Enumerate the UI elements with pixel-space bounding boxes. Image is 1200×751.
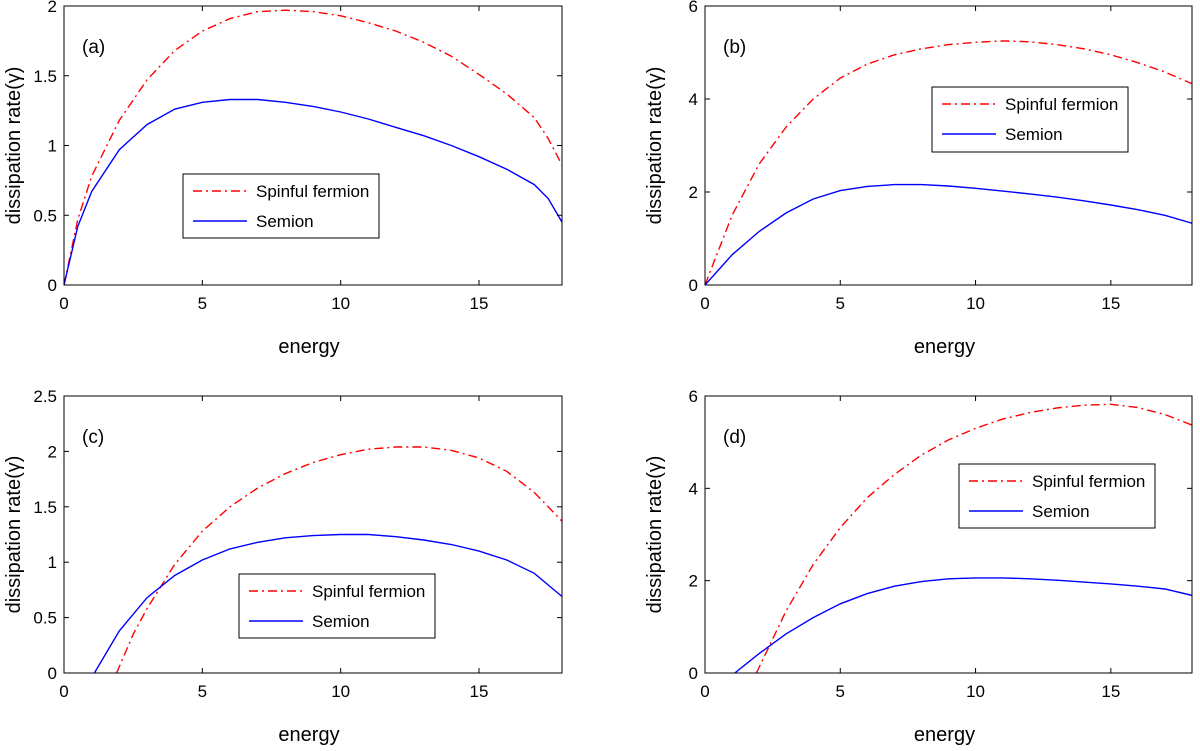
x-tick-label: 5 [198, 294, 207, 313]
legend-label-spinful-fermion: Spinful fermion [1032, 472, 1145, 491]
y-tick-label: 0 [689, 276, 698, 295]
y-tick-label: 2 [689, 183, 698, 202]
y-tick-label: 6 [689, 387, 698, 406]
y-tick-label: 1.5 [33, 498, 57, 517]
x-axis-label: energy [914, 336, 975, 358]
x-axis-label: energy [278, 724, 339, 746]
x-tick-label: 10 [966, 682, 985, 701]
legend-label-semion: Semion [1005, 125, 1063, 144]
x-tick-label: 0 [700, 294, 709, 313]
y-tick-label: 2 [689, 572, 698, 591]
legend-label-spinful-fermion: Spinful fermion [1005, 95, 1118, 114]
legend-label-semion: Semion [256, 212, 314, 231]
legend-box [238, 573, 436, 639]
series-line-semion [64, 98, 562, 285]
chart-panel-b: 0 5 10 15 0 2 4 6 energy dissipation rate(γ) (b) Sp… [644, 0, 1193, 358]
legend-label-semion: Semion [1032, 502, 1090, 521]
legend-box [182, 173, 380, 239]
y-tick-label: 1 [48, 137, 57, 156]
chart-panel-c: 0 5 10 15 0 0.5 1 1.5 2 2.5 energy dissipation rate… [3, 387, 563, 746]
y-tick-label: 2.5 [33, 387, 57, 406]
legend: Spinful fermion Semion [238, 573, 436, 639]
y-tick-label: 0.5 [33, 609, 57, 628]
series-line-semion [705, 183, 1192, 285]
x-tick-label: 10 [331, 294, 350, 313]
x-tick-label: 0 [700, 682, 709, 701]
y-tick-label: 2 [48, 0, 57, 16]
series-line-spinful-fermion [115, 446, 562, 673]
x-tick-label: 5 [198, 682, 207, 701]
legend-label-spinful-fermion: Spinful fermion [312, 582, 425, 601]
x-tick-label: 15 [1101, 682, 1120, 701]
series-line-semion [734, 577, 1192, 673]
x-tick-label: 10 [966, 294, 985, 313]
plot-frame [63, 395, 563, 674]
legend-label-semion: Semion [312, 612, 370, 631]
plot-frame [63, 5, 563, 286]
y-axis-label: dissipation rate(γ) [3, 67, 25, 225]
y-tick-label: 1.5 [33, 67, 57, 86]
legend-label-spinful-fermion: Spinful fermion [256, 182, 369, 201]
x-tick-label: 5 [836, 682, 845, 701]
x-tick-label: 15 [1101, 294, 1120, 313]
y-tick-label: 0 [48, 664, 57, 683]
legend: Spinful fermion Semion [182, 173, 380, 239]
x-tick-label: 0 [59, 682, 68, 701]
series-line-spinful-fermion [64, 9, 562, 285]
series-line-spinful-fermion [755, 403, 1192, 673]
legend-box [931, 86, 1129, 153]
x-tick-label: 15 [470, 682, 489, 701]
panel-label: (c) [82, 427, 104, 448]
x-axis-label: energy [278, 336, 339, 358]
series-line-semion [93, 533, 562, 673]
x-tick-label: 5 [836, 294, 845, 313]
y-axis-label: dissipation rate(γ) [644, 456, 666, 614]
y-tick-label: 4 [689, 479, 698, 498]
x-tick-label: 10 [331, 682, 350, 701]
x-tick-label: 15 [470, 294, 489, 313]
y-tick-label: 6 [689, 0, 698, 16]
plot-frame [704, 395, 1193, 674]
chart-panel-d: 0 5 10 15 0 2 4 6 energy dissipation rate(γ) (d) Sp… [644, 387, 1193, 746]
y-tick-label: 0 [689, 664, 698, 683]
y-tick-label: 0 [48, 276, 57, 295]
series-line-spinful-fermion [705, 40, 1192, 285]
y-axis-label: dissipation rate(γ) [3, 456, 25, 614]
panel-label: (b) [723, 37, 746, 58]
legend: Spinful fermion Semion [958, 463, 1156, 529]
y-tick-label: 4 [689, 90, 698, 109]
y-tick-label: 0.5 [33, 206, 57, 225]
y-tick-label: 1 [48, 553, 57, 572]
legend: Spinful fermion Semion [931, 86, 1129, 153]
x-tick-label: 0 [59, 294, 68, 313]
y-axis-label: dissipation rate(γ) [644, 67, 666, 225]
y-tick-label: 2 [48, 442, 57, 461]
x-axis-label: energy [914, 724, 975, 746]
panel-label: (a) [82, 37, 105, 58]
legend-box [958, 463, 1156, 529]
panel-label: (d) [723, 427, 746, 448]
chart-panel-a: 0 5 10 15 0 0.5 1 1.5 2 energy dissipation rate(γ)… [3, 0, 563, 358]
plot-frame [704, 5, 1193, 286]
